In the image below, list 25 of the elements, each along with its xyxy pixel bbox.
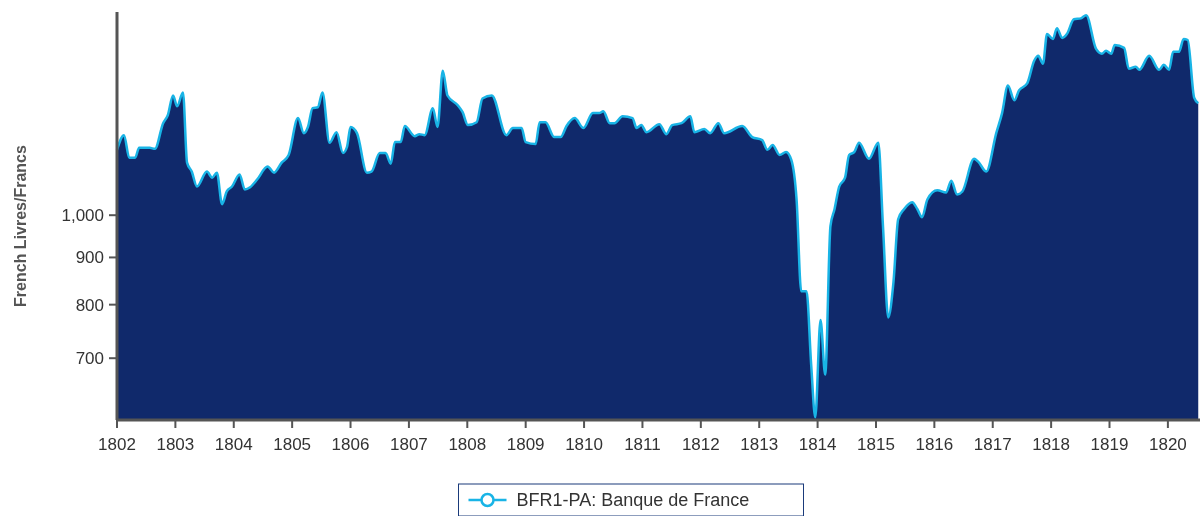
y-tick-label: 1,000 — [61, 206, 104, 226]
x-tick-label: 1809 — [506, 435, 545, 454]
x-tick-label: 1812 — [681, 435, 720, 454]
x-tick-label: 1817 — [973, 435, 1012, 454]
x-tick-label: 1808 — [448, 435, 487, 454]
y-tick-label: 900 — [75, 248, 104, 268]
x-tick-label: 1818 — [1032, 435, 1071, 454]
x-tick-label: 1806 — [331, 435, 370, 454]
x-tick-label: 1810 — [565, 435, 603, 454]
x-tick-label: 1813 — [740, 435, 779, 454]
x-tick-label: 1811 — [624, 435, 661, 454]
x-tick-label: 1803 — [156, 435, 195, 454]
x-tick-label: 1814 — [798, 435, 837, 454]
x-tick-label: 1802 — [98, 435, 136, 454]
x-tick-label: 1805 — [273, 435, 312, 454]
x-tick-label: 1815 — [857, 435, 895, 454]
legend-label: BFR1-PA: Banque de France — [516, 490, 750, 511]
x-tick-label: 1804 — [214, 435, 253, 454]
y-axis-title: French Livres/Francs — [12, 144, 29, 307]
x-tick-label: 1807 — [390, 435, 428, 454]
x-tick-label: 1820 — [1148, 435, 1187, 454]
y-tick-label: 700 — [75, 349, 104, 369]
x-tick-label: 1816 — [915, 435, 954, 454]
x-tick-label: 1819 — [1090, 435, 1129, 454]
y-tick-label: 800 — [75, 295, 104, 315]
